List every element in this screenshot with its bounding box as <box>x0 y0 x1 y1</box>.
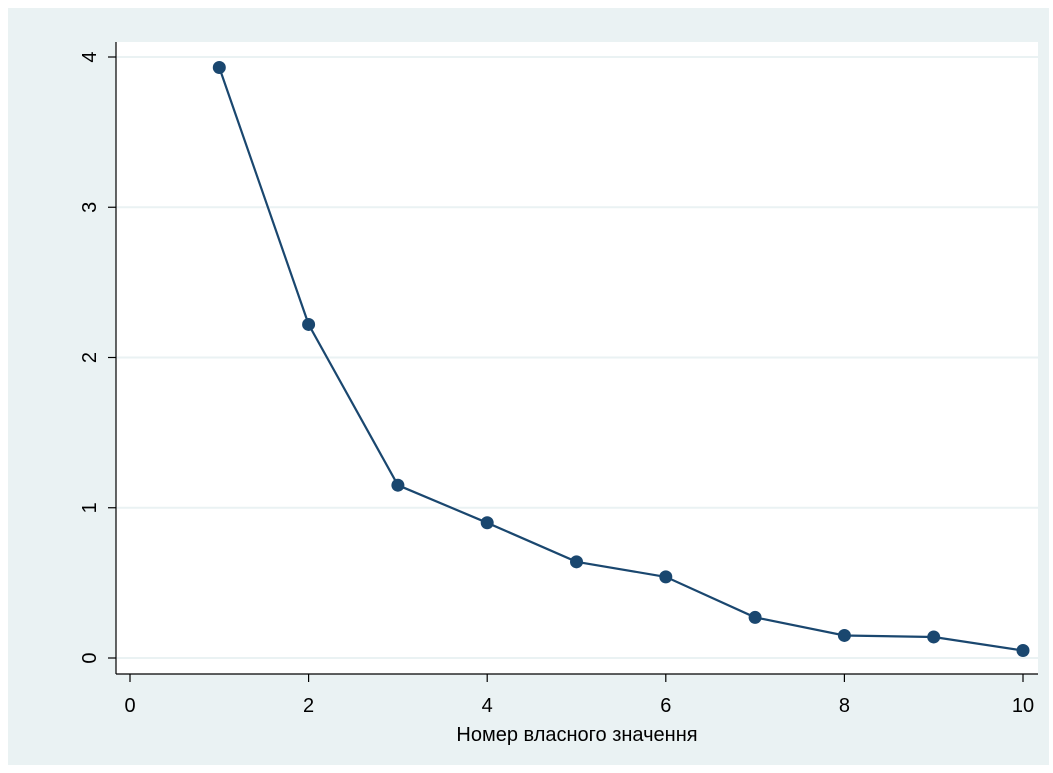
y-tick-label-1: 1 <box>79 502 101 513</box>
x-tick-label-6: 6 <box>660 695 671 717</box>
x-tick-label-0: 0 <box>124 695 135 717</box>
y-tick-label-0: 0 <box>79 652 101 663</box>
data-point-5 <box>570 555 583 569</box>
data-point-8 <box>837 628 851 642</box>
x-tick-label-2: 2 <box>303 695 314 717</box>
data-point-6 <box>659 570 673 584</box>
data-point-9 <box>927 630 941 644</box>
data-point-1 <box>212 61 226 75</box>
data-point-10 <box>1016 643 1030 657</box>
data-point-3 <box>391 478 405 492</box>
x-axis-ticks: 0 2 4 6 8 10 <box>124 674 1034 717</box>
grid-lines <box>116 56 1038 659</box>
data-point-7 <box>748 610 762 624</box>
x-tick-label-10: 10 <box>1012 695 1034 717</box>
y-axis-ticks: 0 1 2 3 4 <box>79 51 116 664</box>
data-points <box>212 61 1030 657</box>
data-point-4 <box>480 516 494 530</box>
data-point-2 <box>302 317 316 331</box>
x-tick-label-4: 4 <box>482 695 493 717</box>
x-tick-label-8: 8 <box>839 695 850 717</box>
y-tick-label-3: 3 <box>79 202 101 213</box>
series-line <box>218 67 1024 652</box>
y-tick-label-2: 2 <box>79 352 101 363</box>
x-axis-title: Номер власного значення <box>456 724 697 746</box>
y-tick-label-4: 4 <box>79 51 101 62</box>
